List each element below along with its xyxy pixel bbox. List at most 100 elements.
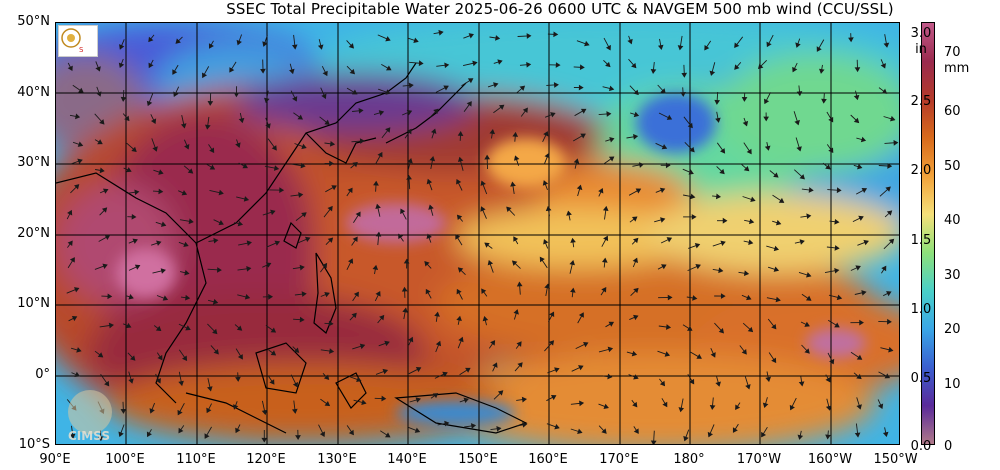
wind-arrow-head [96, 91, 102, 97]
wind-arrow-head [573, 158, 580, 164]
wind-arrow-head [635, 188, 642, 194]
wind-arrow-head [888, 238, 895, 245]
wind-arrow-head [664, 351, 671, 357]
wind-arrow-head [398, 233, 404, 240]
wind-arrow-head [825, 376, 831, 383]
wind-arrow-head [97, 352, 104, 358]
wind-arrow-head [262, 41, 268, 47]
wind-arrow-head [602, 205, 609, 212]
wind-arrow-head [863, 239, 869, 246]
wind-arrow-head [882, 431, 889, 438]
wind-arrow-head [743, 166, 750, 172]
wind-arrow-head [601, 428, 607, 434]
wind-arrow-head [715, 193, 721, 200]
wind-arrow-head [570, 287, 576, 293]
wind-arrow-head [666, 114, 673, 120]
wind-arrow-head [566, 210, 572, 216]
wind-arrow-head [522, 422, 528, 428]
wind-arrow-head [691, 214, 697, 220]
ssec-logo: S [58, 25, 98, 57]
wind-arrow-head [238, 117, 245, 124]
wind-arrow-head [553, 31, 559, 38]
wind-arrow-head [771, 357, 777, 364]
wind-arrow-head [681, 72, 688, 78]
wind-arrow-head [187, 168, 194, 174]
wind-arrow-head [373, 180, 379, 186]
wind-arrow-head [269, 379, 275, 385]
wind-arrow-head [805, 295, 812, 301]
wind-arrow-head [271, 145, 277, 151]
wind-arrow-head [438, 29, 444, 36]
lat-label-40n: 40°N [17, 85, 50, 100]
wind-arrow-head [415, 366, 422, 373]
wind-arrow-head [519, 85, 526, 91]
wind-arrow-head [456, 315, 462, 321]
wind-arrow-head [229, 67, 235, 73]
wind-arrow-head [631, 350, 638, 357]
wind-arrow-head [301, 291, 307, 297]
wind-arrow-head [128, 293, 134, 300]
wind-arrow-head [348, 429, 354, 436]
lon-label-150e: 150°E [458, 452, 498, 467]
wind-arrow-head [301, 143, 307, 150]
wind-arrow-head [748, 239, 754, 245]
wind-arrow-head [67, 209, 73, 216]
wind-arrow-head [884, 373, 891, 379]
wind-arrow-head [265, 262, 272, 268]
wind-arrow-head [638, 162, 645, 168]
wind-arrow-head [235, 427, 241, 434]
wind-arrow-head [482, 315, 489, 322]
wind-arrow-head [124, 115, 130, 122]
wind-arrow-head [102, 263, 108, 270]
wind-arrow-head [206, 407, 212, 414]
wind-arrow-head [553, 82, 559, 88]
wind-arrow-head [408, 82, 414, 89]
wind-arrow-head [426, 233, 432, 239]
wind-arrow-head [853, 94, 860, 101]
wind-arrow-head [496, 425, 502, 432]
wind-arrow-head [686, 325, 693, 331]
wind-arrow-head [580, 133, 586, 139]
wind-arrow-head [429, 156, 436, 162]
wind-arrow-head [434, 311, 440, 317]
wind-arrow-head [775, 296, 781, 303]
wind-arrow-head [156, 240, 162, 246]
wind-arrow-head [317, 44, 324, 50]
wind-arrow-head [775, 219, 782, 226]
wind-arrow-head [766, 41, 772, 48]
lon-label-130e: 130°E [317, 452, 357, 467]
wind-arrow-head [512, 131, 519, 137]
wind-arrow-head [665, 324, 672, 330]
lon-label-90e: 90°E [39, 452, 71, 467]
wind-arrow-head [806, 272, 812, 278]
wind-arrow-head [218, 189, 224, 196]
colorbar-mm-50: 50 [944, 159, 961, 174]
svg-text:CIMSS: CIMSS [68, 429, 110, 443]
wind-arrow-head [128, 378, 134, 384]
wind-arrow-head [584, 40, 590, 47]
wind-arrow-head [181, 355, 188, 362]
wind-arrow-head [108, 322, 114, 329]
wind-arrow-head [511, 260, 518, 266]
wind-arrow-head [608, 85, 615, 92]
wind-arrow-head [418, 60, 424, 67]
wind-arrow-head [795, 42, 801, 48]
wind-arrow-head [550, 112, 556, 118]
wind-arrow-head [243, 196, 250, 202]
wind-arrow-head [295, 435, 301, 440]
wind-arrow-head [457, 267, 464, 273]
wind-arrow-head [662, 401, 668, 408]
wind-arrow-head [349, 68, 356, 75]
wind-arrow-head [324, 400, 331, 407]
wind-arrow-head [578, 312, 584, 318]
wind-arrow-head [492, 362, 498, 368]
fine-texture [116, 93, 866, 425]
wind-arrow-head [887, 318, 892, 325]
wind-arrow-head [710, 352, 716, 358]
wind-arrow-head [819, 68, 825, 74]
wind-arrow-head [821, 98, 827, 104]
wind-arrow-head [150, 118, 157, 124]
wind-arrow-head [301, 212, 307, 218]
wind-arrow-head [762, 402, 769, 409]
wind-arrow-head [378, 110, 385, 116]
